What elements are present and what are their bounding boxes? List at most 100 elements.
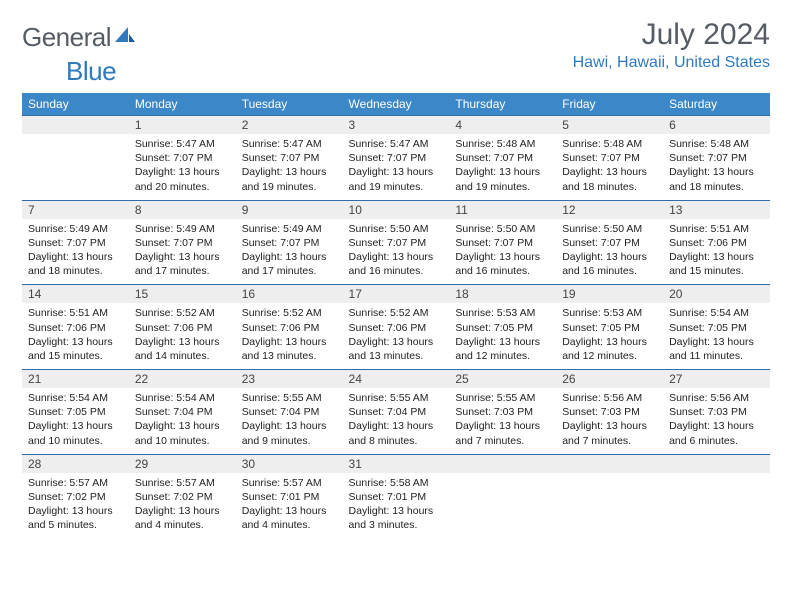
sunset-line: Sunset: 7:07 PM: [135, 151, 230, 165]
day-cell: Sunrise: 5:51 AMSunset: 7:06 PMDaylight:…: [22, 303, 129, 369]
sunset-line: Sunset: 7:02 PM: [28, 490, 123, 504]
daylight-line: Daylight: 13 hours and 12 minutes.: [562, 335, 657, 363]
day-header: Friday: [556, 93, 663, 116]
sunrise-line: Sunrise: 5:47 AM: [242, 137, 337, 151]
day-number: 9: [236, 200, 343, 219]
sunrise-line: Sunrise: 5:49 AM: [28, 222, 123, 236]
sunset-line: Sunset: 7:03 PM: [669, 405, 764, 419]
daylight-line: Daylight: 13 hours and 13 minutes.: [242, 335, 337, 363]
day-cell: Sunrise: 5:57 AMSunset: 7:02 PMDaylight:…: [22, 473, 129, 539]
sunset-line: Sunset: 7:07 PM: [455, 236, 550, 250]
day-number: [663, 454, 770, 473]
day-number: 22: [129, 370, 236, 389]
daylight-line: Daylight: 13 hours and 13 minutes.: [349, 335, 444, 363]
sunrise-line: Sunrise: 5:51 AM: [669, 222, 764, 236]
sunrise-line: Sunrise: 5:52 AM: [242, 306, 337, 320]
day-number: 19: [556, 285, 663, 304]
day-cell: Sunrise: 5:49 AMSunset: 7:07 PMDaylight:…: [129, 219, 236, 285]
sunrise-line: Sunrise: 5:55 AM: [455, 391, 550, 405]
day-cell: Sunrise: 5:52 AMSunset: 7:06 PMDaylight:…: [129, 303, 236, 369]
day-number: 18: [449, 285, 556, 304]
sunset-line: Sunset: 7:01 PM: [242, 490, 337, 504]
day-number: 26: [556, 370, 663, 389]
calendar-header-row: SundayMondayTuesdayWednesdayThursdayFrid…: [22, 93, 770, 116]
day-cell: Sunrise: 5:56 AMSunset: 7:03 PMDaylight:…: [556, 388, 663, 454]
sunset-line: Sunset: 7:06 PM: [669, 236, 764, 250]
day-number: 4: [449, 116, 556, 135]
day-cell: Sunrise: 5:52 AMSunset: 7:06 PMDaylight:…: [236, 303, 343, 369]
logo-word1: General: [22, 22, 111, 53]
daylight-line: Daylight: 13 hours and 10 minutes.: [28, 419, 123, 447]
daylight-line: Daylight: 13 hours and 18 minutes.: [28, 250, 123, 278]
daylight-line: Daylight: 13 hours and 3 minutes.: [349, 504, 444, 532]
sunrise-line: Sunrise: 5:56 AM: [669, 391, 764, 405]
day-cell: [663, 473, 770, 539]
sunrise-line: Sunrise: 5:48 AM: [562, 137, 657, 151]
daylight-line: Daylight: 13 hours and 5 minutes.: [28, 504, 123, 532]
sunset-line: Sunset: 7:07 PM: [669, 151, 764, 165]
day-number: 12: [556, 200, 663, 219]
sunrise-line: Sunrise: 5:56 AM: [562, 391, 657, 405]
daylight-line: Daylight: 13 hours and 11 minutes.: [669, 335, 764, 363]
sunset-line: Sunset: 7:04 PM: [242, 405, 337, 419]
daylight-line: Daylight: 13 hours and 10 minutes.: [135, 419, 230, 447]
sunset-line: Sunset: 7:07 PM: [562, 236, 657, 250]
day-number: 6: [663, 116, 770, 135]
day-number: 1: [129, 116, 236, 135]
day-cell: Sunrise: 5:47 AMSunset: 7:07 PMDaylight:…: [236, 134, 343, 200]
sunrise-line: Sunrise: 5:54 AM: [135, 391, 230, 405]
daylight-line: Daylight: 13 hours and 17 minutes.: [135, 250, 230, 278]
sunrise-line: Sunrise: 5:50 AM: [455, 222, 550, 236]
daylight-line: Daylight: 13 hours and 9 minutes.: [242, 419, 337, 447]
month-title: July 2024: [573, 18, 770, 52]
day-cell: [22, 134, 129, 200]
day-cell: Sunrise: 5:48 AMSunset: 7:07 PMDaylight:…: [449, 134, 556, 200]
daylight-line: Daylight: 13 hours and 19 minutes.: [349, 165, 444, 193]
day-cell: Sunrise: 5:55 AMSunset: 7:03 PMDaylight:…: [449, 388, 556, 454]
day-cell: Sunrise: 5:49 AMSunset: 7:07 PMDaylight:…: [22, 219, 129, 285]
logo-word2: Blue: [66, 56, 116, 87]
day-cell: Sunrise: 5:47 AMSunset: 7:07 PMDaylight:…: [343, 134, 450, 200]
sunrise-line: Sunrise: 5:48 AM: [455, 137, 550, 151]
sunrise-line: Sunrise: 5:49 AM: [135, 222, 230, 236]
sunrise-line: Sunrise: 5:50 AM: [349, 222, 444, 236]
day-cell: Sunrise: 5:51 AMSunset: 7:06 PMDaylight:…: [663, 219, 770, 285]
calendar-table: SundayMondayTuesdayWednesdayThursdayFrid…: [22, 93, 770, 538]
day-cell: [556, 473, 663, 539]
daylight-line: Daylight: 13 hours and 8 minutes.: [349, 419, 444, 447]
sunset-line: Sunset: 7:05 PM: [28, 405, 123, 419]
day-number: 25: [449, 370, 556, 389]
sunrise-line: Sunrise: 5:52 AM: [135, 306, 230, 320]
daylight-line: Daylight: 13 hours and 7 minutes.: [455, 419, 550, 447]
day-header: Monday: [129, 93, 236, 116]
sunset-line: Sunset: 7:04 PM: [135, 405, 230, 419]
day-number: 21: [22, 370, 129, 389]
day-cell: Sunrise: 5:53 AMSunset: 7:05 PMDaylight:…: [556, 303, 663, 369]
daylight-line: Daylight: 13 hours and 14 minutes.: [135, 335, 230, 363]
daylight-line: Daylight: 13 hours and 17 minutes.: [242, 250, 337, 278]
sunset-line: Sunset: 7:05 PM: [562, 321, 657, 335]
sunset-line: Sunset: 7:07 PM: [242, 151, 337, 165]
day-cell: Sunrise: 5:52 AMSunset: 7:06 PMDaylight:…: [343, 303, 450, 369]
daylight-line: Daylight: 13 hours and 15 minutes.: [669, 250, 764, 278]
day-cell: Sunrise: 5:49 AMSunset: 7:07 PMDaylight:…: [236, 219, 343, 285]
day-header: Sunday: [22, 93, 129, 116]
day-number: 11: [449, 200, 556, 219]
day-header: Tuesday: [236, 93, 343, 116]
sunrise-line: Sunrise: 5:57 AM: [135, 476, 230, 490]
day-header: Wednesday: [343, 93, 450, 116]
sunrise-line: Sunrise: 5:51 AM: [28, 306, 123, 320]
day-number: 20: [663, 285, 770, 304]
day-number: 24: [343, 370, 450, 389]
sunset-line: Sunset: 7:01 PM: [349, 490, 444, 504]
sunset-line: Sunset: 7:06 PM: [28, 321, 123, 335]
day-number: 28: [22, 454, 129, 473]
sunrise-line: Sunrise: 5:48 AM: [669, 137, 764, 151]
sunrise-line: Sunrise: 5:50 AM: [562, 222, 657, 236]
location: Hawi, Hawaii, United States: [573, 54, 770, 72]
daylight-line: Daylight: 13 hours and 16 minutes.: [562, 250, 657, 278]
sunrise-line: Sunrise: 5:47 AM: [135, 137, 230, 151]
sunrise-line: Sunrise: 5:53 AM: [455, 306, 550, 320]
day-number: 3: [343, 116, 450, 135]
day-number: 13: [663, 200, 770, 219]
